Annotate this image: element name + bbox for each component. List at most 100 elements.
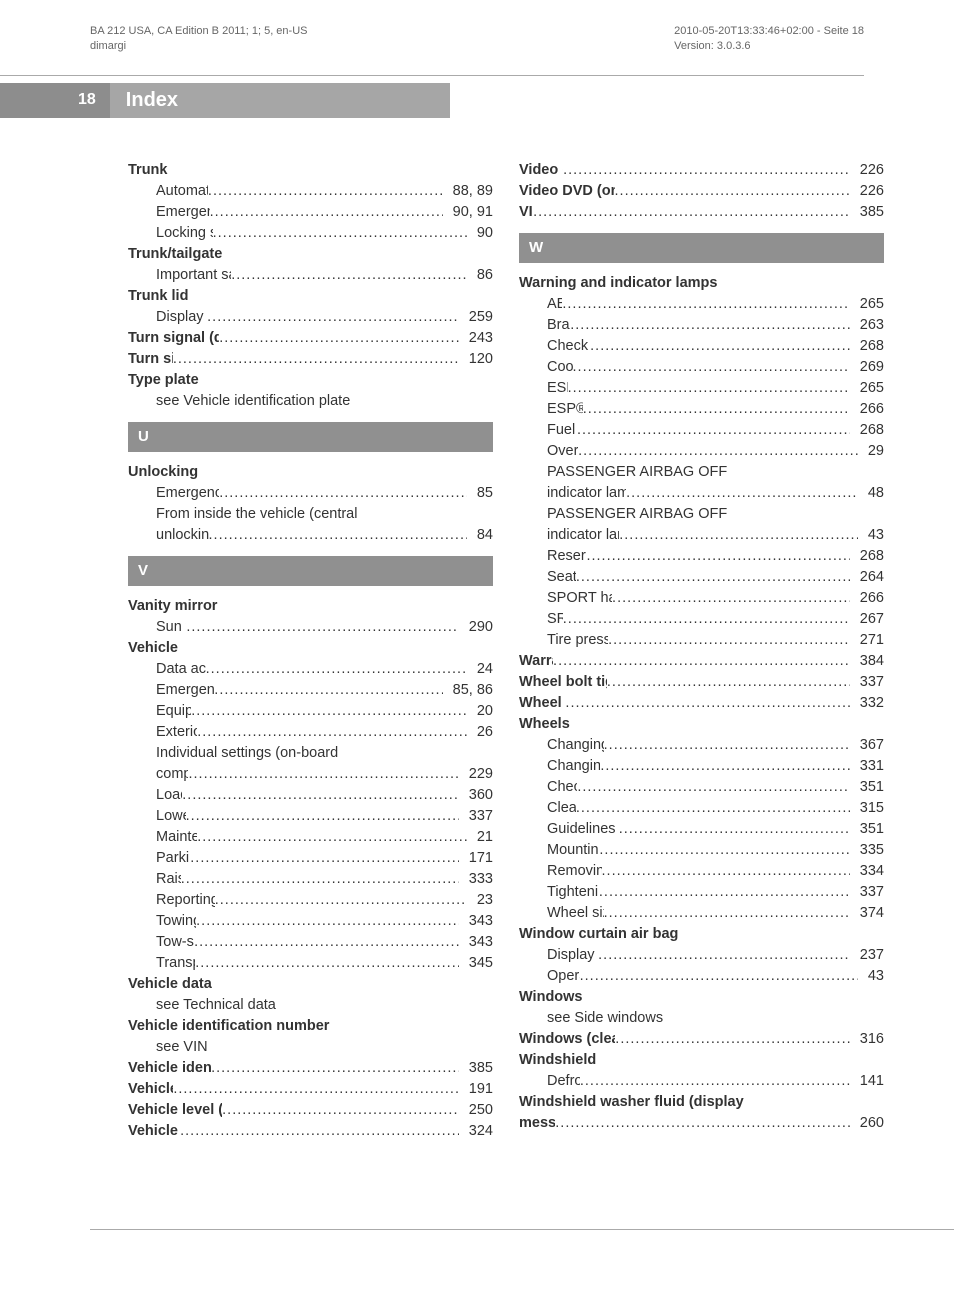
index-sub-entry: computer)229 bbox=[128, 764, 493, 785]
dot-leader bbox=[211, 1058, 459, 1079]
index-entry-heading: Warning and indicator lamps bbox=[519, 273, 884, 294]
index-sub-entry: Important safety guidelines86 bbox=[128, 265, 493, 286]
index-entry-label: Removing a wheel bbox=[547, 861, 602, 882]
dot-leader bbox=[604, 903, 850, 924]
index-entry-page: 260 bbox=[850, 1113, 884, 1134]
index-entry-page: 268 bbox=[850, 336, 884, 357]
index-entry-page: 90, 91 bbox=[443, 202, 493, 223]
index-entry-page: 226 bbox=[850, 160, 884, 181]
index-entry-label: Seat belt bbox=[547, 567, 576, 588]
index-sub-entry-text: Individual settings (on-board bbox=[128, 743, 493, 764]
index-entry-page: 351 bbox=[850, 777, 884, 798]
index-sub-entry: Checking351 bbox=[519, 777, 884, 798]
index-entry-page: 237 bbox=[850, 945, 884, 966]
dot-leader bbox=[590, 336, 850, 357]
index-entry-heading: Trunk lid bbox=[128, 286, 493, 307]
index-entry-page: 88, 89 bbox=[443, 181, 493, 202]
index-entry-label: Wheel chock bbox=[519, 693, 565, 714]
dot-leader bbox=[173, 349, 459, 370]
index-entry-page: 43 bbox=[858, 525, 884, 546]
index-entry-label: Reserve fuel bbox=[547, 546, 586, 567]
index-entry: VIN 385 bbox=[519, 202, 884, 223]
dot-leader bbox=[206, 659, 467, 680]
index-entry: Vehicle tool kit324 bbox=[128, 1121, 493, 1142]
index-sub-entry-text: see VIN bbox=[128, 1037, 493, 1058]
index-entry-label: VIN bbox=[519, 202, 533, 223]
index-sub-entry: Display message259 bbox=[128, 307, 493, 328]
index-entry-page: 268 bbox=[850, 420, 884, 441]
index-entry-label: Overview bbox=[547, 441, 578, 462]
index-entry-page: 264 bbox=[850, 567, 884, 588]
index-entry-page: 290 bbox=[459, 617, 493, 638]
dot-leader bbox=[219, 483, 467, 504]
index-sub-entry: Exterior view26 bbox=[128, 722, 493, 743]
index-entry-label: Emergency unlocking bbox=[156, 680, 214, 701]
index-entry: Vehicle identification plate385 bbox=[128, 1058, 493, 1079]
index-entry-page: 335 bbox=[850, 840, 884, 861]
index-sub-entry: Check Engine268 bbox=[519, 336, 884, 357]
index-sub-entry-text: see Vehicle identification plate bbox=[128, 391, 493, 412]
header-left: BA 212 USA, CA Edition B 2011; 1; 5, en-… bbox=[90, 24, 307, 55]
index-entry-page: 90 bbox=[467, 223, 493, 244]
header-right: 2010-05-20T13:33:46+02:00 - Seite 18 Ver… bbox=[674, 24, 864, 55]
index-entry-label: Equipment bbox=[156, 701, 191, 722]
index-entry-page: 141 bbox=[850, 1071, 884, 1092]
dot-leader bbox=[196, 911, 459, 932]
dot-leader bbox=[214, 680, 442, 701]
top-rule bbox=[0, 75, 864, 76]
index-entry-page: 385 bbox=[459, 1058, 493, 1079]
index-entry-page: 374 bbox=[850, 903, 884, 924]
index-entry-page: 29 bbox=[858, 441, 884, 462]
dot-leader bbox=[231, 265, 467, 286]
dot-leader bbox=[533, 202, 850, 223]
index-entry-label: Vehicle tool kit bbox=[128, 1121, 180, 1142]
index-entry-page: 229 bbox=[459, 764, 493, 785]
index-sub-entry: Fuel tank268 bbox=[519, 420, 884, 441]
dot-leader bbox=[602, 861, 850, 882]
index-entry-page: 23 bbox=[467, 890, 493, 911]
dot-leader bbox=[219, 328, 459, 349]
index-sub-entry-text: From inside the vehicle (central bbox=[128, 504, 493, 525]
index-entry-page: 24 bbox=[467, 659, 493, 680]
index-entry-label: Display message bbox=[547, 945, 598, 966]
index-entry-label: Cleaning bbox=[547, 798, 576, 819]
index-entry-label: Data acquisition bbox=[156, 659, 206, 680]
index-entry-page: 269 bbox=[850, 357, 884, 378]
index-sub-entry: Towing away343 bbox=[128, 911, 493, 932]
dot-leader bbox=[208, 181, 443, 202]
index-entry-label: Lowering bbox=[156, 806, 186, 827]
index-entry-page: 85 bbox=[467, 483, 493, 504]
dot-leader bbox=[194, 932, 459, 953]
dot-leader bbox=[565, 693, 849, 714]
index-entry-label: Changing/replacing bbox=[547, 735, 604, 756]
dot-leader bbox=[573, 357, 850, 378]
index-entry-label: Guidelines to be observed bbox=[547, 819, 619, 840]
dot-leader bbox=[619, 819, 850, 840]
index-entry-page: 345 bbox=[459, 953, 493, 974]
index-entry: Turn signal (display message)243 bbox=[128, 328, 493, 349]
index-entry-page: 331 bbox=[850, 756, 884, 777]
index-entry-page: 333 bbox=[459, 869, 493, 890]
index-sub-entry: ESP® OFF266 bbox=[519, 399, 884, 420]
index-entry-page: 26 bbox=[467, 722, 493, 743]
index-sub-entry: Loading360 bbox=[128, 785, 493, 806]
dot-leader bbox=[207, 307, 459, 328]
index-entry-page: 385 bbox=[850, 202, 884, 223]
index-entry-page: 84 bbox=[467, 525, 493, 546]
index-sub-entry: Defrosting141 bbox=[519, 1071, 884, 1092]
index-sub-entry: indicator lamp (only Canada)48 bbox=[519, 483, 884, 504]
index-entry-label: Sun visor bbox=[156, 617, 186, 638]
dot-leader bbox=[215, 890, 467, 911]
index-entry-label: Emergency release bbox=[156, 202, 210, 223]
index-sub-entry: ABS265 bbox=[519, 294, 884, 315]
index-entry-label: indicator lamp (only USA) bbox=[547, 525, 619, 546]
index-entry-label: Coolant bbox=[547, 357, 573, 378]
index-entry-heading: Wheels bbox=[519, 714, 884, 735]
index-entry-page: 191 bbox=[459, 1079, 493, 1100]
header-left-line1: BA 212 USA, CA Edition B 2011; 1; 5, en-… bbox=[90, 24, 307, 39]
dot-leader bbox=[563, 609, 850, 630]
index-sub-entry: Guidelines to be observed351 bbox=[519, 819, 884, 840]
dot-leader bbox=[608, 630, 850, 651]
dot-leader bbox=[599, 840, 849, 861]
dot-leader bbox=[210, 202, 443, 223]
